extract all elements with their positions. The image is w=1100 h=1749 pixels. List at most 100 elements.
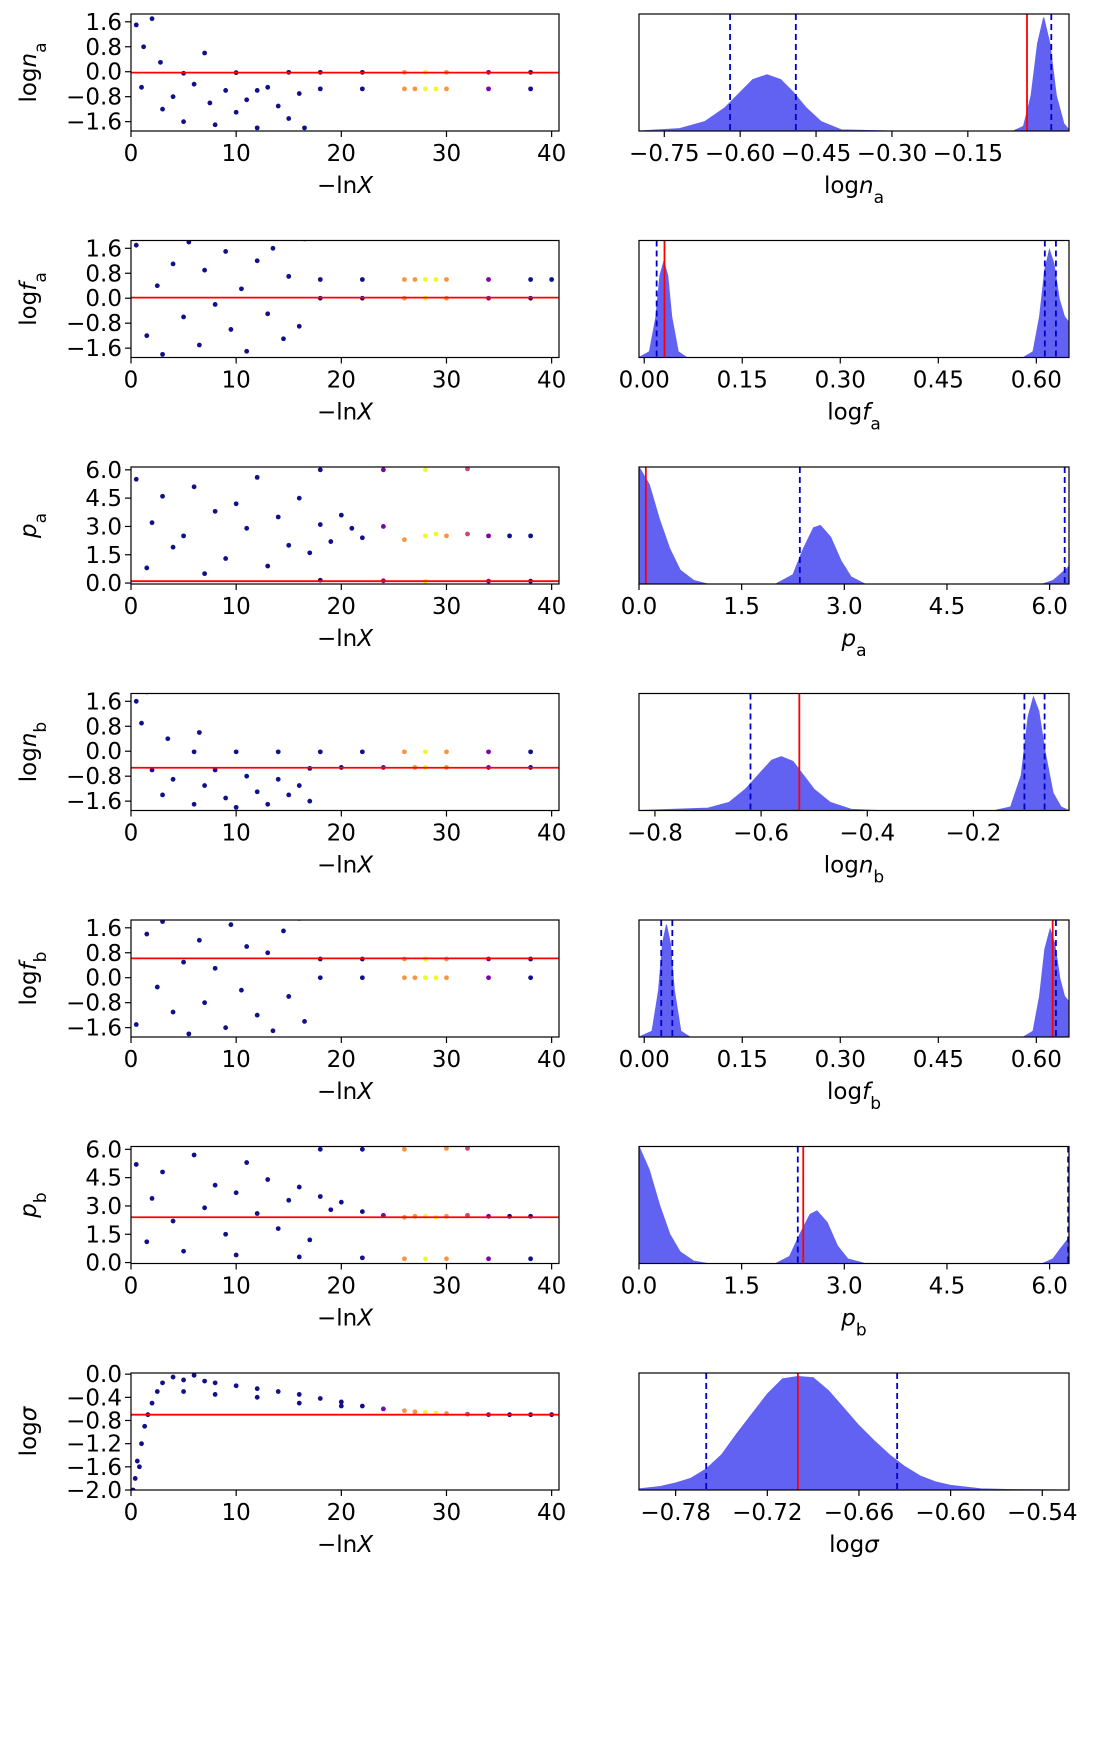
y-tick-label: 0.8 <box>85 261 122 287</box>
label-part: n <box>859 173 874 199</box>
label-part: log <box>16 291 42 326</box>
x-tick-label: 10 <box>222 1500 251 1526</box>
sample-point <box>265 1177 271 1182</box>
label-part: X <box>356 173 374 199</box>
label-part: f <box>862 400 873 426</box>
x-tick-label: 20 <box>327 1047 356 1073</box>
sample-point <box>133 698 139 704</box>
density-area <box>639 1376 1069 1490</box>
x-tick-label: 0.0 <box>621 594 658 620</box>
y-tick-label: 1.5 <box>85 543 122 569</box>
sample-point <box>202 571 208 577</box>
sample-point <box>223 1025 229 1031</box>
sample-point <box>191 749 197 755</box>
y-tick-label: −1.6 <box>66 789 122 815</box>
x-tick-label: −0.15 <box>933 141 1003 167</box>
y-axis-label: logfb <box>16 952 51 1006</box>
label-part: X <box>356 853 374 879</box>
sample-point <box>244 525 250 531</box>
x-tick-label: 0.0 <box>621 1274 658 1300</box>
plot-area <box>131 1373 559 1490</box>
sample-point <box>423 749 428 755</box>
sample-point <box>265 311 271 317</box>
sample-point <box>528 975 534 981</box>
sample-point <box>160 920 165 924</box>
sample-point <box>160 1169 165 1175</box>
x-tick-label: 40 <box>537 1274 566 1300</box>
x-axis-label: logfa <box>827 400 881 435</box>
sample-point <box>202 267 208 273</box>
sample-point <box>402 86 407 92</box>
x-tick-label: −0.30 <box>857 141 927 167</box>
sample-point <box>444 975 449 981</box>
sample-point <box>186 1031 192 1037</box>
sample-point <box>423 277 428 282</box>
sample-point <box>286 273 292 279</box>
sample-point <box>402 1408 407 1414</box>
plot-area <box>131 693 559 810</box>
sample-point <box>139 1441 144 1447</box>
x-tick-label: 20 <box>327 1500 356 1526</box>
sample-point <box>233 1252 239 1258</box>
y-axis-label: pb <box>16 1192 51 1218</box>
sample-point <box>233 501 239 507</box>
label-part: −ln <box>317 853 357 879</box>
x-axis-label: pa <box>840 626 866 661</box>
sample-point <box>223 795 229 801</box>
sample-point <box>359 277 365 282</box>
sample-point <box>465 1146 470 1151</box>
sample-point <box>275 514 281 520</box>
sample-point <box>254 474 260 480</box>
sample-point <box>239 987 244 993</box>
sample-point <box>444 1146 449 1151</box>
x-tick-label: 0.00 <box>619 368 670 394</box>
y-tick-label: 3.0 <box>85 514 122 540</box>
sample-point <box>270 1028 276 1034</box>
sample-point <box>507 533 512 539</box>
sample-point <box>212 1182 218 1188</box>
sample-point <box>149 1400 155 1406</box>
sample-point <box>302 1019 307 1024</box>
sample-point <box>286 116 292 121</box>
sample-point <box>181 533 186 539</box>
sample-point <box>165 736 171 742</box>
sample-point <box>170 776 176 782</box>
sample-point <box>275 749 281 755</box>
sample-point <box>270 245 276 251</box>
axes-frame <box>130 692 560 812</box>
axes-frame <box>638 692 1070 812</box>
sample-point <box>275 1226 281 1231</box>
x-tick-label: −0.2 <box>946 821 1002 847</box>
y-tick-label: −1.6 <box>66 336 122 362</box>
sample-point <box>223 88 229 93</box>
x-tick-label: −0.72 <box>732 1500 802 1526</box>
density-area <box>639 17 1069 131</box>
axes-frame <box>638 1145 1070 1265</box>
y-axis-label: logfa <box>16 272 51 326</box>
sample-point <box>486 277 491 282</box>
label-part: σ <box>864 1532 880 1558</box>
x-tick-label: 40 <box>537 141 566 167</box>
sample-point <box>317 1194 323 1199</box>
sample-point <box>181 314 186 320</box>
sample-point <box>402 1256 407 1262</box>
sample-point <box>132 1476 138 1481</box>
sample-point <box>254 258 260 264</box>
density-area <box>639 467 1069 584</box>
sample-point <box>144 1239 150 1245</box>
sample-point <box>528 86 534 92</box>
plot-area <box>639 920 1069 1037</box>
sample-point <box>412 277 418 282</box>
x-tick-label: 1.5 <box>723 594 760 620</box>
y-tick-label: 0.0 <box>85 571 122 597</box>
label-part: log <box>16 1421 42 1456</box>
label-part: p <box>16 523 42 539</box>
sample-point <box>160 351 165 357</box>
axes-frame <box>638 919 1070 1038</box>
sample-point <box>160 1380 165 1386</box>
sample-point <box>465 467 470 472</box>
density-area <box>639 695 1069 811</box>
x-tick-label: 0.60 <box>1011 1047 1062 1073</box>
plot-area <box>639 693 1069 811</box>
x-tick-label: 10 <box>222 821 251 847</box>
